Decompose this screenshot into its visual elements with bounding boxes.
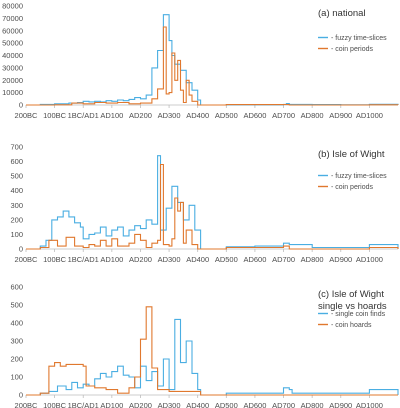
panel-title: (b) Isle of Wight <box>318 149 385 160</box>
legend-label: - coin hoards <box>331 322 372 329</box>
y-tick-label: 20000 <box>2 76 23 85</box>
x-tick-label: 100BC <box>43 255 67 264</box>
x-tick-label: AD500 <box>215 255 238 264</box>
x-tick-label: AD700 <box>272 255 295 264</box>
legend-label: - coin periods <box>331 184 374 191</box>
chart-panel-1: 0 10000 20000 30000 40000 50000 60000 70000 8000… <box>2 2 399 120</box>
y-tick-label: 40000 <box>2 51 23 60</box>
y-tick-label: 0 <box>19 245 23 254</box>
legend-label: - single coin finds <box>331 311 386 318</box>
y-tick-label: 200 <box>10 215 23 224</box>
x-tick-label: AD900 <box>329 111 352 120</box>
x-tick-label: AD400 <box>186 255 209 264</box>
y-tick-label: 0 <box>19 101 23 110</box>
x-tick-label: AD500 <box>215 401 238 408</box>
x-tick-label: AD200 <box>129 255 152 264</box>
x-tick-label: AD300 <box>158 111 181 120</box>
x-tick-label: AD100 <box>100 401 123 408</box>
legend-label: - fuzzy time-slices <box>331 35 387 42</box>
x-tick-label: AD700 <box>272 111 295 120</box>
series-line-blue <box>26 318 399 396</box>
y-tick-label: 100 <box>10 373 23 382</box>
x-tick-label: 100BC <box>43 401 67 408</box>
x-tick-label: 100BC <box>43 111 67 120</box>
x-tick-label: 1BC/AD1 <box>68 255 99 264</box>
series-line-orange <box>26 306 398 396</box>
x-tick-label: AD600 <box>243 255 266 264</box>
x-tick-label: AD200 <box>129 401 152 408</box>
x-tick-label: AD1000 <box>356 401 383 408</box>
x-tick-label: AD600 <box>243 401 266 408</box>
panel-title: (c) Isle of Wight <box>318 289 384 300</box>
y-tick-label: 600 <box>10 283 23 292</box>
x-tick-label: AD300 <box>158 255 181 264</box>
series-line-orange <box>26 26 399 106</box>
x-tick-label: AD400 <box>186 111 209 120</box>
x-tick-label: AD700 <box>272 401 295 408</box>
y-tick-label: 300 <box>10 337 23 346</box>
y-tick-label: 30000 <box>2 63 23 72</box>
y-tick-label: 400 <box>10 319 23 328</box>
x-tick-label: AD200 <box>129 111 152 120</box>
y-tick-label: 60000 <box>2 26 23 35</box>
x-tick-label: 200BC <box>15 111 39 120</box>
x-tick-label: AD100 <box>100 255 123 264</box>
legend-label: - fuzzy time-slices <box>331 173 387 180</box>
x-tick-label: 200BC <box>15 255 39 264</box>
x-tick-label: AD900 <box>329 401 352 408</box>
x-tick-label: 200BC <box>15 401 39 408</box>
x-tick-label: AD600 <box>243 111 266 120</box>
panel-subtitle: single vs hoards <box>318 301 387 312</box>
y-tick-label: 300 <box>10 201 23 210</box>
x-tick-label: AD800 <box>301 111 324 120</box>
x-tick-label: AD800 <box>301 255 324 264</box>
y-tick-label: 200 <box>10 355 23 364</box>
y-tick-label: 700 <box>10 143 23 152</box>
y-tick-label: 400 <box>10 186 23 195</box>
x-tick-label: AD300 <box>158 401 181 408</box>
legend-label: - coin periods <box>331 46 374 53</box>
x-tick-label: 1BC/AD1 <box>68 111 99 120</box>
y-tick-label: 50000 <box>2 39 23 48</box>
y-tick-label: 10000 <box>2 88 23 97</box>
x-tick-label: AD1000 <box>356 255 383 264</box>
series-line-blue <box>26 14 399 106</box>
series-line-orange <box>26 163 399 250</box>
y-tick-label: 500 <box>10 172 23 181</box>
x-tick-label: AD100 <box>100 111 123 120</box>
x-tick-label: 1BC/AD1 <box>68 401 99 408</box>
y-tick-label: 100 <box>10 230 23 239</box>
panel-title: (a) national <box>318 8 366 19</box>
series-line-blue <box>26 155 399 250</box>
y-tick-label: 600 <box>10 157 23 166</box>
y-tick-label: 80000 <box>2 2 23 11</box>
y-tick-label: 0 <box>19 391 23 400</box>
y-tick-label: 70000 <box>2 14 23 23</box>
x-tick-label: AD900 <box>329 255 352 264</box>
y-tick-label: 500 <box>10 301 23 310</box>
x-tick-label: AD1000 <box>356 111 383 120</box>
x-tick-label: AD500 <box>215 111 238 120</box>
x-tick-label: AD800 <box>301 401 324 408</box>
x-tick-label: AD400 <box>186 401 209 408</box>
